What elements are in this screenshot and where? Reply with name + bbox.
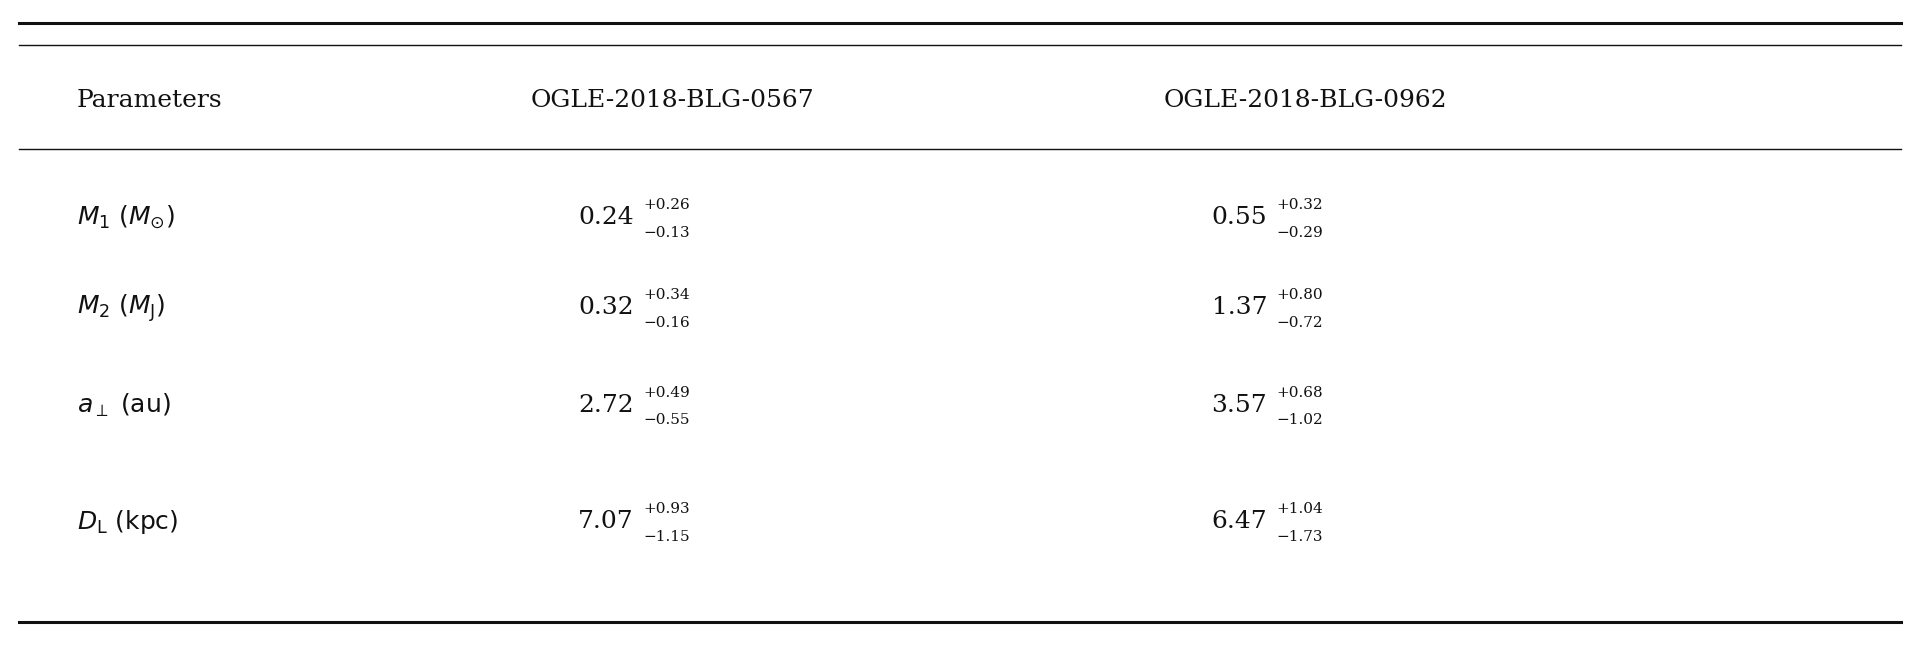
Text: −1.02: −1.02 [1277, 413, 1323, 428]
Text: 0.55: 0.55 [1212, 205, 1267, 229]
Text: +0.68: +0.68 [1277, 386, 1323, 400]
Text: 2.72: 2.72 [578, 393, 634, 417]
Text: +0.93: +0.93 [643, 502, 689, 516]
Text: Parameters: Parameters [77, 89, 223, 112]
Text: 6.47: 6.47 [1212, 510, 1267, 533]
Text: OGLE-2018-BLG-0962: OGLE-2018-BLG-0962 [1164, 89, 1448, 112]
Text: +0.26: +0.26 [643, 198, 689, 212]
Text: 0.32: 0.32 [578, 296, 634, 319]
Text: +0.80: +0.80 [1277, 288, 1323, 303]
Text: 1.37: 1.37 [1212, 296, 1267, 319]
Text: +0.32: +0.32 [1277, 198, 1323, 212]
Text: OGLE-2018-BLG-0567: OGLE-2018-BLG-0567 [530, 89, 814, 112]
Text: −1.73: −1.73 [1277, 530, 1323, 544]
Text: −0.29: −0.29 [1277, 226, 1323, 240]
Text: −0.72: −0.72 [1277, 316, 1323, 330]
Text: 3.57: 3.57 [1212, 393, 1267, 417]
Text: $D_{\mathrm{L}}\ \mathrm{(kpc)}$: $D_{\mathrm{L}}\ \mathrm{(kpc)}$ [77, 507, 179, 536]
Text: $a_{\perp}\ \mathrm{(au)}$: $a_{\perp}\ \mathrm{(au)}$ [77, 391, 171, 419]
Text: −1.15: −1.15 [643, 530, 689, 544]
Text: $M_1\ (M_{\odot})$: $M_1\ (M_{\odot})$ [77, 203, 175, 231]
Text: +0.34: +0.34 [643, 288, 689, 303]
Text: −0.13: −0.13 [643, 226, 689, 240]
Text: 7.07: 7.07 [578, 510, 634, 533]
Text: $M_2\ (M_{\mathrm{J}})$: $M_2\ (M_{\mathrm{J}})$ [77, 292, 165, 323]
Text: 0.24: 0.24 [578, 205, 634, 229]
Text: −0.16: −0.16 [643, 316, 689, 330]
Text: +1.04: +1.04 [1277, 502, 1323, 516]
Text: −0.55: −0.55 [643, 413, 689, 428]
Text: +0.49: +0.49 [643, 386, 689, 400]
